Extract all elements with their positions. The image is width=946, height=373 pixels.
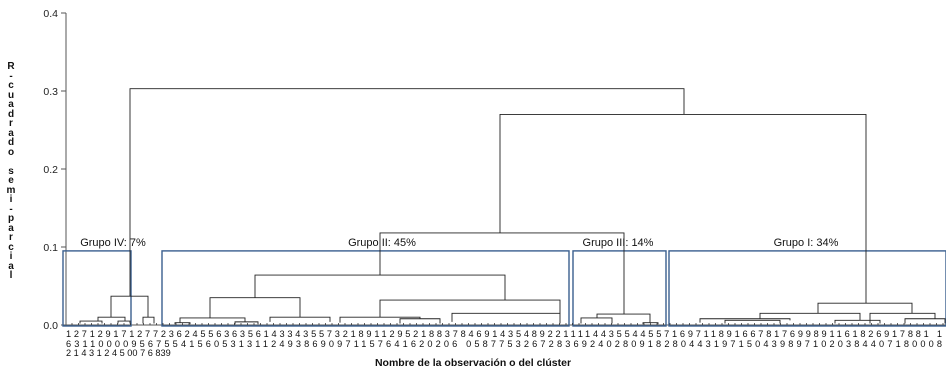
dendrogram-link [499, 113, 867, 304]
y-axis-label-char: - [9, 70, 13, 82]
dendrogram-link [642, 322, 659, 325]
dendrogram-link [339, 316, 421, 323]
y-tick-label: 0.2 [43, 164, 58, 176]
dendrogram-link [904, 318, 946, 324]
leaf-labels: 1271291712772362455636356143343557321891… [66, 329, 942, 358]
y-axis-label-char: - [9, 203, 13, 215]
dendrogram-link [759, 312, 861, 321]
y-axis-label-char: a [8, 99, 14, 110]
dendrogram-link [451, 312, 561, 324]
dendrogram-link [596, 313, 651, 323]
leaf-label-row: 6311000095675541560531311249386909711576… [66, 339, 942, 349]
dendrogram-link [724, 319, 781, 324]
group-label: Grupo I: 34% [774, 237, 839, 249]
group-box [572, 250, 667, 327]
dendrogram-link [580, 317, 613, 324]
group-label: Grupo IV: 7% [80, 237, 146, 249]
y-axis-label-char: d [7, 137, 15, 148]
x-axis-label: Nombre de la observación o del clúster [374, 357, 572, 369]
group-boxes: Grupo IV: 7% Grupo II: 45% Grupo III: 14% G… [62, 237, 946, 327]
dendrogram-link [834, 319, 881, 324]
leaf-label-row: 2 1 4 3 1 2 4 5 00 7 6 839 [66, 348, 171, 358]
dendrogram-link [117, 320, 131, 324]
y-axis-label-char: o [7, 146, 15, 158]
y-tick-label: 0.1 [43, 242, 58, 254]
dendrogram-link [699, 318, 791, 323]
group-label: Grupo II: 45% [348, 237, 416, 249]
y-axis-label-char: a [8, 222, 14, 234]
dendrogram-link [209, 297, 301, 318]
dendrogram-link [97, 316, 126, 322]
dendrogram-link [379, 232, 625, 315]
dendrogram-link [79, 320, 103, 324]
y-axis-label-char: r [9, 232, 13, 243]
dendrogram-link [817, 302, 913, 314]
y-axis-label-char: u [7, 89, 15, 101]
group-box [161, 250, 570, 327]
y-axis-label-char: s [8, 165, 14, 177]
dendrogram-link [234, 321, 259, 325]
group-box [668, 250, 946, 327]
y-axis-label-char: l [9, 270, 13, 281]
dendrogram-link [254, 274, 506, 301]
dendrogram-link [399, 318, 441, 324]
y-axis-label-char: i [9, 194, 13, 205]
y-axis-label-char: c [8, 241, 14, 253]
y-axis-label-char: a [8, 260, 14, 272]
dendrogram-link [110, 295, 149, 318]
y-tick-label: 0.3 [43, 86, 58, 98]
y-axis-label-char: R [7, 61, 15, 72]
y-tick-label: 0.0 [43, 320, 58, 332]
group-box [62, 250, 132, 327]
y-axis-label-char: d [7, 108, 15, 120]
dendrogram-link [379, 299, 561, 318]
dendrogram-tree [71, 88, 946, 325]
y-axis-label-char: i [9, 251, 13, 262]
y-axis-label-char: e [8, 175, 14, 186]
y-tick-label: 0.4 [43, 8, 58, 20]
dendrogram-link [174, 322, 191, 325]
dendrogram-link [269, 316, 331, 322]
y-axis-label-char: c [8, 80, 14, 91]
y-axis-label-char: a [8, 127, 14, 139]
y-axis-label-char: r [9, 118, 13, 129]
y-axis-label-char: p [7, 213, 15, 224]
dendrogram-link [179, 317, 246, 323]
y-axis: 0.0 0.1 0.2 0.3 0.4 [43, 8, 946, 332]
group-label: Grupo III: 14% [583, 237, 654, 249]
dendrogram-link [129, 88, 685, 297]
leaf-label-row: 1271291712772362455636356143343557321891… [66, 329, 942, 339]
dendrogram-link [869, 312, 936, 324]
dendrogram-link [142, 316, 155, 324]
y-axis-label-char: m [6, 184, 16, 196]
